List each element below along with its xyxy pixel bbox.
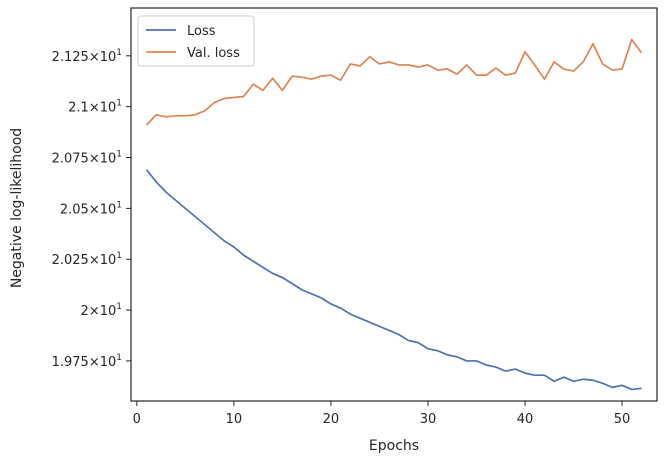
y-tick-label: 2.025×101 [52,251,122,268]
legend-box [137,15,255,67]
series-line-loss [145,169,642,391]
x-axis: 0 10 20 30 40 50 [133,401,631,427]
y-axis: 1.975×101 2×101 2.025×101 2.05×101 2.075×101… [52,48,131,370]
plot-frame [130,7,658,402]
y-tick-label: 2.075×101 [52,150,122,167]
x-tick-label: 50 [614,412,631,427]
x-axis-label: Epochs [369,438,419,454]
y-tick-label: 2.1×101 [68,99,122,116]
x-tick-label: 40 [517,412,534,427]
legend-label-val-loss: Val. loss [187,46,240,61]
y-axis-label: Negative log-likelihood [9,128,25,288]
plot-background [131,8,657,401]
x-tick-label: 0 [133,412,141,427]
legend: Loss Val. loss [137,15,255,67]
legend-label-loss: Loss [187,24,216,39]
series-lines [145,38,643,391]
y-tick-label: 2×101 [81,302,122,319]
x-tick-label: 30 [420,412,437,427]
y-tick-label: 2.125×101 [52,48,122,65]
x-tick-label: 20 [323,412,340,427]
y-tick-label: 2.05×101 [60,200,122,217]
x-tick-label: 10 [226,412,243,427]
y-tick-label: 1.975×101 [52,353,122,370]
series-line-val-loss [145,38,643,126]
